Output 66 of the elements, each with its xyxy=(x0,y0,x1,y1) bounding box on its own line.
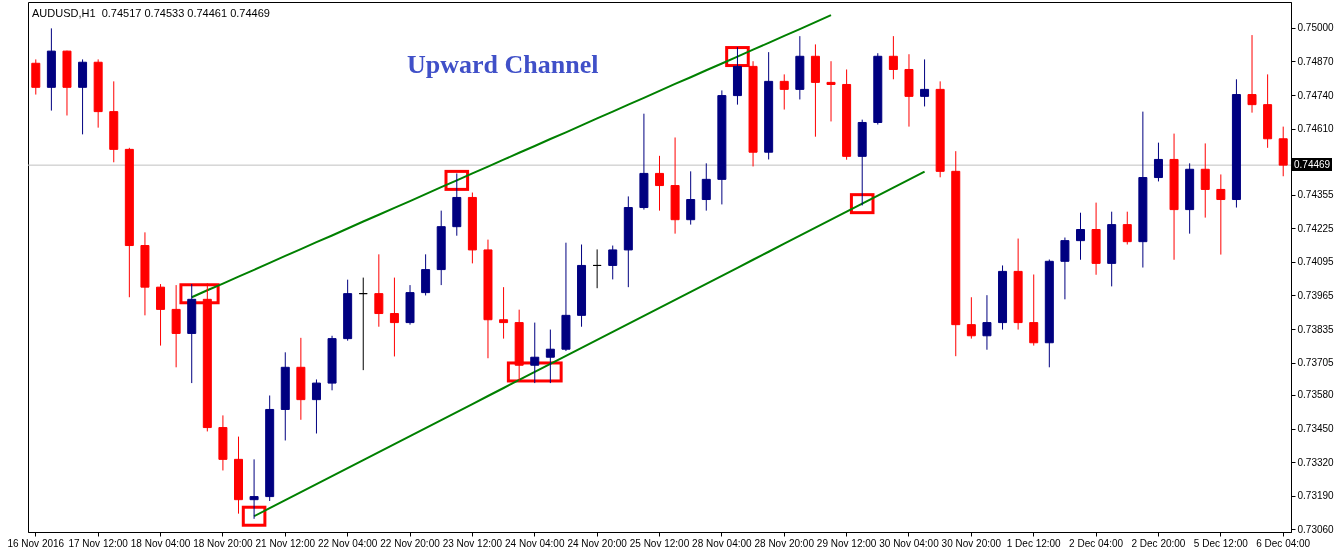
y-tick-label: 0.74610 xyxy=(1297,123,1334,135)
y-tick-label: 0.73320 xyxy=(1297,456,1334,468)
x-tick-label: 28 Nov 04:00 xyxy=(692,537,753,549)
y-tick-label: 0.73965 xyxy=(1297,289,1334,301)
x-tick-label: 24 Nov 20:00 xyxy=(567,537,628,549)
x-tick-label: 21 Nov 12:00 xyxy=(255,537,316,549)
candlestick xyxy=(1247,34,1257,114)
y-tick-label: 0.73705 xyxy=(1297,357,1334,369)
y-tick-label: 0.73190 xyxy=(1297,490,1334,502)
x-tick-label: 2 Dec 04:00 xyxy=(1069,537,1124,549)
candlestick xyxy=(545,329,555,384)
candlestick xyxy=(374,253,384,328)
candlestick xyxy=(1029,274,1039,347)
x-tick-label: 17 Nov 12:00 xyxy=(68,537,129,549)
candlestick xyxy=(966,296,976,340)
candlestick xyxy=(608,245,618,280)
candlestick xyxy=(499,286,509,340)
candlestick xyxy=(530,322,540,384)
candlestick xyxy=(311,378,321,434)
x-tick-label: 30 Nov 04:00 xyxy=(879,537,940,549)
candlestick xyxy=(1060,237,1070,300)
annotation: Upward Channel xyxy=(407,50,599,80)
candlestick xyxy=(888,35,898,80)
chart-title: AUDUSD,H1 0.74517 0.74533 0.74461 0.74469 xyxy=(32,7,270,19)
candlestick xyxy=(920,58,930,107)
y-tick-label: 0.73580 xyxy=(1297,389,1334,401)
candlestick xyxy=(826,60,836,122)
y-tick-label: 0.74225 xyxy=(1297,222,1334,234)
candlestick xyxy=(982,294,992,351)
y-tick-label: 0.74095 xyxy=(1297,256,1334,268)
x-tick-label: 5 Dec 12:00 xyxy=(1193,537,1249,549)
candlestick xyxy=(421,253,431,296)
x-tick-label: 18 Nov 20:00 xyxy=(193,537,254,549)
candlestick xyxy=(686,170,696,226)
y-tick-label: 0.73060 xyxy=(1297,523,1334,535)
candlestick xyxy=(249,458,259,520)
x-tick-label: 1 Dec 12:00 xyxy=(1006,537,1062,549)
ref-line-label: 0.74469 xyxy=(1292,158,1333,172)
x-tick-label: 22 Nov 04:00 xyxy=(317,537,378,549)
x-tick-label: 2 Dec 20:00 xyxy=(1131,537,1186,549)
candlestick xyxy=(1153,142,1163,182)
x-tick-label: 25 Nov 12:00 xyxy=(629,537,690,549)
x-tick-label: 29 Nov 12:00 xyxy=(816,537,877,549)
y-tick-label: 0.74870 xyxy=(1297,55,1334,67)
x-tick-label: 22 Nov 20:00 xyxy=(380,537,441,549)
x-tick-label: 18 Nov 04:00 xyxy=(130,537,191,549)
candlestick xyxy=(1076,212,1085,261)
y-tick-label: 0.74355 xyxy=(1297,189,1334,201)
x-tick-label: 30 Nov 20:00 xyxy=(941,537,1002,549)
candlestick xyxy=(1216,173,1226,256)
x-tick-label: 6 Dec 04:00 xyxy=(1256,537,1311,549)
candlestick xyxy=(701,162,711,212)
x-tick-label: 23 Nov 12:00 xyxy=(442,537,503,549)
candlestick xyxy=(1122,211,1132,246)
x-tick-label: 28 Nov 20:00 xyxy=(754,537,815,549)
x-tick-label: 24 Nov 04:00 xyxy=(505,537,565,549)
y-tick-label: 0.74740 xyxy=(1297,89,1334,101)
y-tick-label: 0.75000 xyxy=(1297,22,1334,34)
candlestick xyxy=(779,73,789,111)
candlestick xyxy=(156,283,166,347)
candlestick xyxy=(389,277,399,357)
y-tick-label: 0.73450 xyxy=(1297,423,1334,435)
candlestick xyxy=(1200,142,1210,219)
x-tick-label: 16 Nov 2016 xyxy=(7,537,65,549)
candlestick xyxy=(655,155,664,212)
y-tick-label: 0.73835 xyxy=(1297,323,1334,335)
